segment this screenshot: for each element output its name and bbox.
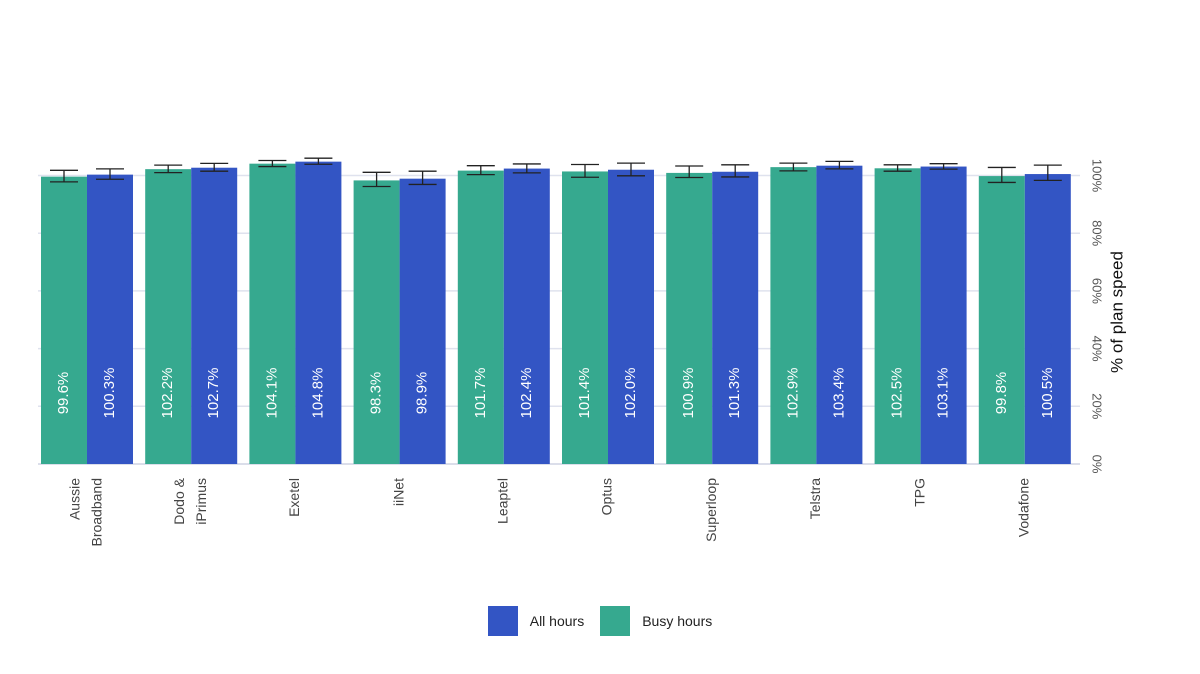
bar-busy-hours-leaptel [457, 170, 504, 464]
bar-all-hours-iinet [399, 178, 446, 464]
legend-swatch-all-hours [487, 606, 518, 636]
bar-busy-hours-superloop [666, 172, 713, 464]
x-tick-label-tpg: TPG [911, 478, 927, 507]
bar-all-hours-telstra [816, 165, 863, 465]
legend-swatch-busy-hours [600, 606, 631, 636]
y-axis-title: % of plan speed [1107, 251, 1126, 373]
data-label-all-hours-superloop: 101.3% [726, 368, 743, 419]
bar-busy-hours-aussie-broadband [41, 176, 87, 465]
bar-all-hours-vodafone [1024, 174, 1071, 464]
x-tick-label-telstra: Telstra [807, 478, 823, 519]
data-label-all-hours-optus: 102.0% [622, 368, 639, 419]
y-tick-label-100: 100% [1090, 159, 1105, 193]
bar-busy-hours-telstra [770, 167, 817, 465]
legend-item-busy-hours[interactable]: Busy hours [600, 606, 712, 636]
data-label-busy-hours-telstra: 102.9% [784, 368, 801, 419]
bar-all-hours-superloop [712, 171, 759, 464]
data-label-all-hours-tpg: 103.1% [935, 368, 952, 419]
legend-label-busy-hours: Busy hours [642, 613, 713, 629]
y-tick-label-80: 80% [1090, 220, 1105, 246]
bar-busy-hours-iinet [353, 180, 400, 465]
data-label-busy-hours-iinet: 98.3% [368, 372, 385, 415]
data-label-busy-hours-superloop: 100.9% [680, 368, 697, 419]
data-label-busy-hours-vodafone: 99.8% [993, 372, 1010, 415]
legend-item-all-hours[interactable]: All hours [487, 606, 585, 636]
bar-all-hours-leaptel [503, 168, 550, 465]
data-label-all-hours-dodo-iprimus: 102.7% [205, 368, 222, 419]
bar-all-hours-dodo-iprimus [191, 167, 238, 464]
data-label-all-hours-exetel: 104.8% [309, 368, 326, 419]
y-tick-label-0: 0% [1090, 455, 1105, 474]
x-tick-label-leaptel: Leaptel [495, 478, 511, 524]
data-label-busy-hours-exetel: 104.1% [263, 368, 280, 419]
legend: All hours Busy hours [0, 606, 1200, 636]
y-tick-label-40: 40% [1090, 336, 1105, 362]
bar-busy-hours-tpg [874, 168, 921, 464]
x-tick-label-dodo-iprimus-line-2: iPrimus [193, 478, 209, 525]
data-label-busy-hours-optus: 101.4% [576, 368, 593, 419]
bar-all-hours-tpg [920, 166, 967, 464]
data-label-busy-hours-tpg: 102.5% [889, 368, 906, 419]
data-label-all-hours-leaptel: 102.4% [518, 368, 535, 419]
data-label-all-hours-aussie-broadband: 100.3% [101, 368, 118, 419]
x-tick-label-iinet: iiNet [390, 478, 406, 506]
x-tick-label-exetel: Exetel [286, 478, 302, 517]
data-label-busy-hours-aussie-broadband: 99.6% [55, 372, 72, 415]
y-tick-label-20: 20% [1090, 393, 1105, 419]
data-label-all-hours-telstra: 103.4% [830, 368, 847, 419]
bar-busy-hours-vodafone [978, 176, 1025, 464]
x-tick-label-aussie-broadband-line-2: Broadband [89, 478, 105, 547]
bar-busy-hours-dodo-iprimus [145, 169, 192, 464]
x-tick-label-dodo-iprimus-line-1: Dodo & [171, 477, 187, 524]
x-tick-label-aussie-broadband-line-1: Aussie [67, 478, 83, 520]
bar-busy-hours-optus [562, 171, 608, 464]
y-tick-label-60: 60% [1090, 278, 1105, 304]
bar-all-hours-aussie-broadband [87, 174, 133, 464]
data-label-busy-hours-dodo-iprimus: 102.2% [159, 368, 176, 419]
data-label-all-hours-vodafone: 100.5% [1039, 368, 1056, 419]
bar-busy-hours-exetel [249, 163, 296, 464]
data-label-busy-hours-leaptel: 101.7% [472, 368, 489, 419]
data-label-all-hours-iinet: 98.9% [414, 372, 431, 415]
x-tick-label-optus: Optus [599, 478, 615, 515]
bar-all-hours-optus [608, 169, 654, 465]
legend-label-all-hours: All hours [529, 613, 585, 629]
x-tick-label-superloop: Superloop [703, 478, 719, 542]
x-tick-label-vodafone: Vodafone [1016, 478, 1032, 537]
bar-all-hours-exetel [295, 161, 342, 465]
